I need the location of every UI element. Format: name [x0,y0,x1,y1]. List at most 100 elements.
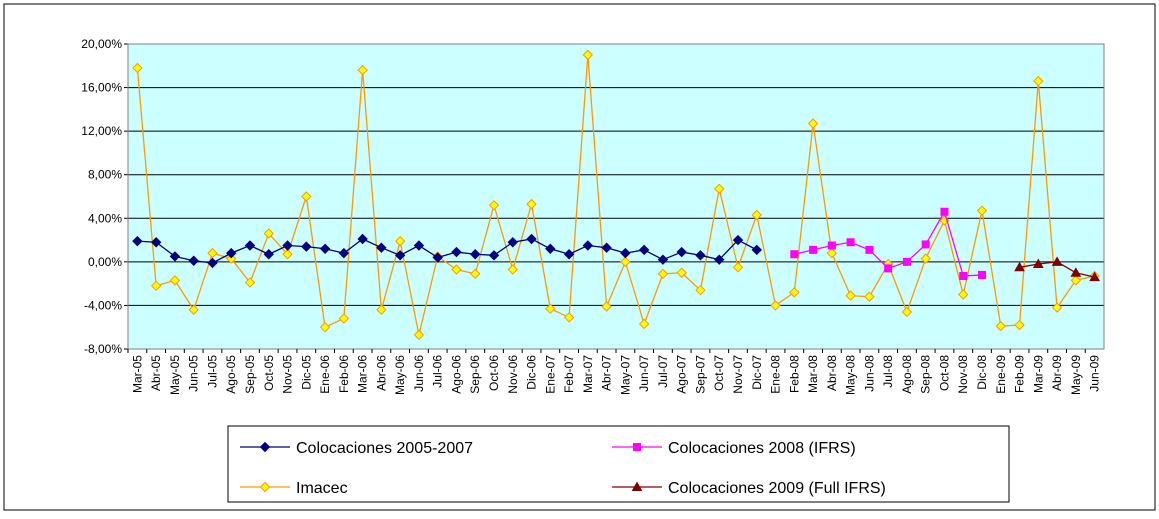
data-point [376,242,387,253]
data-point [864,291,875,302]
x-tick-label: Jun-09 [1088,355,1102,392]
x-tick-label: Abr-08 [825,355,839,391]
data-point [638,244,650,256]
series-line [136,54,1095,335]
data-point [545,243,556,254]
data-point [638,318,650,330]
data-point [188,255,199,266]
x-tick-label: Feb-08 [787,355,801,393]
series-line [137,238,758,264]
data-point [845,290,856,301]
data-point [301,191,312,202]
x-tick-label: Oct-05 [262,355,276,391]
x-tick-label: Jun-08 [862,355,876,392]
data-point [376,304,387,315]
data-point [601,301,612,312]
data-point [338,313,350,324]
data-point [1070,275,1082,286]
data-point [978,270,986,279]
x-tick-label: Oct-06 [487,355,501,391]
data-point [563,312,575,323]
data-point [263,249,274,260]
x-tick-label: Oct-08 [937,355,951,391]
data-point [921,240,930,249]
data-point [470,268,481,280]
data-point [394,235,406,247]
data-point [620,256,631,268]
data-point [188,304,199,315]
x-tick-label: Oct-07 [712,355,726,391]
data-point [807,118,819,129]
data-point [995,320,1006,332]
data-point [1051,302,1063,313]
data-point [902,257,911,266]
data-point [732,234,744,246]
x-tick-label: Ene-08 [769,355,783,394]
x-tick-label: Ago-05 [224,355,238,394]
data-point [826,247,838,259]
x-tick-label: Jul-06 [431,355,445,388]
data-point [582,49,594,61]
legend-marker [259,441,271,453]
data-point [226,247,237,259]
data-point [714,254,725,265]
data-point [319,322,331,333]
data-point [319,243,331,254]
y-tick-label: 16,00% [81,81,122,95]
x-tick-label: Feb-07 [562,355,576,393]
y-tick-label: 12,00% [81,124,122,138]
data-point [507,237,518,248]
data-point [226,253,237,264]
legend-marker [259,481,271,493]
x-tick-label: Ago-06 [449,355,463,394]
data-point [470,249,481,260]
data-point [207,247,218,259]
legend-label: Colocaciones 2009 (Full IFRS) [668,480,886,497]
x-tick-label: Jun-07 [637,355,651,392]
data-point [751,244,762,256]
legend-label: Colocaciones 2008 (IFRS) [668,440,856,457]
data-point [1014,319,1025,331]
data-point [940,207,949,216]
data-point [770,300,781,311]
data-point [1032,258,1044,269]
x-tick-label: Ene-07 [543,355,557,394]
x-tick-label: Jul-05 [205,355,219,388]
data-point [732,262,744,273]
data-point [282,240,293,251]
x-tick-label: Nov-05 [281,355,295,394]
x-tick-label: May-06 [393,355,407,395]
plot-area [128,44,1104,349]
data-point [1089,271,1100,282]
data-point [526,198,537,210]
data-point [488,200,500,211]
data-point [132,235,143,247]
data-point [1070,267,1082,277]
data-point [244,240,256,251]
data-point [1014,261,1025,272]
x-tick-label: May-09 [1069,355,1083,395]
x-tick-label: Abr-07 [600,355,614,391]
x-tick-label: May-08 [844,355,858,395]
data-point [545,303,556,314]
x-tick-label: May-05 [168,355,182,395]
data-point [357,233,368,245]
y-tick-label: 0,00% [88,255,122,269]
data-point [169,275,181,286]
data-point [488,250,500,261]
data-point [846,238,855,247]
data-point [413,240,425,251]
data-point [920,253,931,264]
x-tick-label: Jun-06 [412,355,426,392]
data-point [790,250,799,259]
x-tick-label: Mar-05 [130,355,144,393]
x-tick-label: Ago-08 [900,355,914,394]
data-point [676,267,687,278]
x-tick-label: Mar-09 [1031,355,1045,393]
data-point [451,264,462,275]
data-point [884,264,893,273]
data-point [958,289,969,300]
legend-label: Colocaciones 2005-2007 [296,440,473,457]
x-tick-label: Mar-08 [806,355,820,393]
